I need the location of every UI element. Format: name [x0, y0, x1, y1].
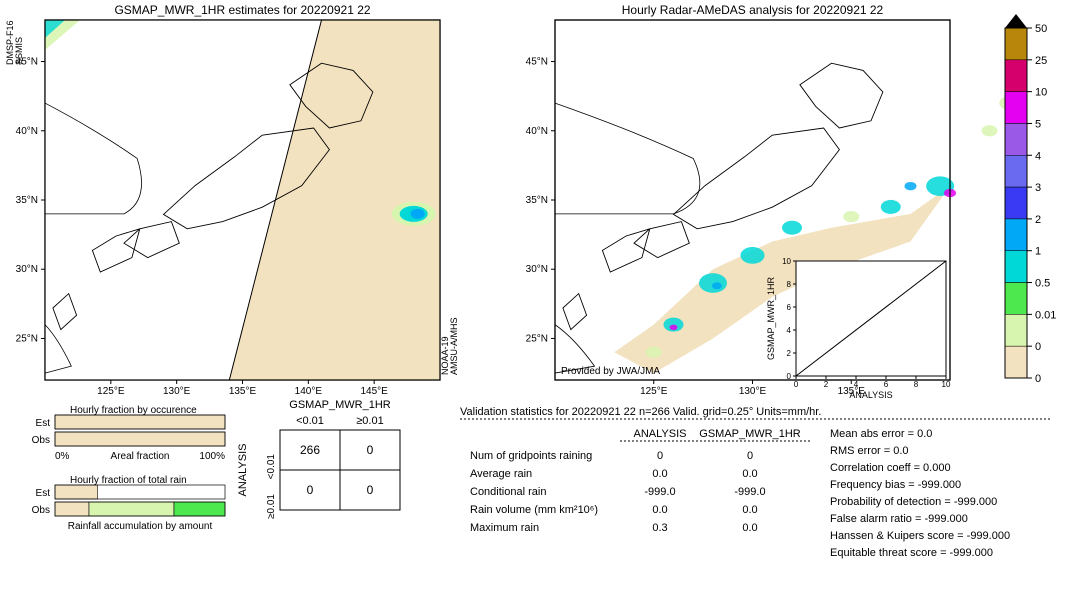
lon-tick: 140°E: [295, 386, 323, 397]
stats-value: 0.0: [742, 504, 757, 516]
stats-row-label: Conditional rain: [470, 486, 546, 498]
contingency-row-label: <0.01: [266, 454, 277, 480]
map-title: Hourly Radar-AMeDAS analysis for 2022092…: [622, 3, 884, 17]
lat-tick: 30°N: [526, 264, 548, 275]
scatter-ylabel: GSMAP_MWR_1HR: [766, 276, 776, 360]
contingency-value: 0: [367, 483, 374, 497]
colorbar-tick: 0.01: [1035, 309, 1056, 321]
stats-metric: False alarm ratio = -999.000: [830, 513, 968, 525]
totalrain-title: Hourly fraction of total rain: [70, 475, 187, 486]
lon-tick: 125°E: [640, 386, 668, 397]
lat-tick: 45°N: [16, 57, 38, 68]
lat-tick: 35°N: [16, 195, 38, 206]
stats-row-label: Average rain: [470, 468, 532, 480]
stats-value: -999.0: [734, 486, 765, 498]
lon-tick: 135°E: [838, 386, 866, 397]
lon-tick: 130°E: [739, 386, 767, 397]
occurrence-bar: [55, 432, 225, 446]
colorbar-tick: 0: [1035, 341, 1041, 353]
lat-tick: 40°N: [16, 126, 38, 137]
lon-tick: 130°E: [163, 386, 191, 397]
svg-text:8: 8: [787, 280, 792, 289]
contingency-row-title: ANALYSIS: [237, 444, 249, 497]
satellite-label: AMSU-A/MHS: [449, 317, 459, 375]
axis-tick: 100%: [199, 451, 225, 462]
stats-value: 0.0: [652, 504, 667, 516]
contingency-value: 0: [307, 483, 314, 497]
bar-row-label: Est: [36, 418, 51, 429]
stats-value: 0.0: [742, 522, 757, 534]
stats-row-label: Num of gridpoints raining: [470, 450, 592, 462]
stats-metric: Hanssen & Kuipers score = -999.000: [830, 530, 1010, 542]
lat-tick: 25°N: [526, 333, 548, 344]
totalrain-bar-seg: [55, 485, 98, 499]
svg-text:10: 10: [782, 257, 791, 266]
colorbar-tick: 3: [1035, 182, 1041, 194]
svg-text:6: 6: [787, 303, 792, 312]
colorbar-tick: 4: [1035, 150, 1041, 162]
occurrence-bar: [55, 415, 225, 429]
totalrain-footer: Rainfall accumulation by amount: [68, 521, 213, 532]
colorbar-tick: 1: [1035, 246, 1041, 258]
lat-tick: 45°N: [526, 57, 548, 68]
lat-tick: 40°N: [526, 126, 548, 137]
stats-row-label: Rain volume (mm km²10⁶): [470, 504, 598, 516]
colorbar-tick: 2: [1035, 214, 1041, 226]
stats-value: 0.0: [652, 468, 667, 480]
stats-col: ANALYSIS: [634, 428, 687, 440]
totalrain-bar-seg: [89, 502, 174, 516]
bar-row-label: Obs: [32, 435, 50, 446]
attribution: Provided by JWA/JMA: [561, 366, 660, 377]
totalrain-bar-seg: [174, 502, 225, 516]
bar-row-label: Obs: [32, 505, 50, 516]
svg-text:4: 4: [787, 326, 792, 335]
axis-label: Areal fraction: [111, 451, 170, 462]
stats-header: Validation statistics for 20220921 22 n=…: [460, 406, 821, 418]
svg-text:2: 2: [787, 349, 792, 358]
svg-text:0: 0: [1035, 373, 1041, 385]
svg-text:6: 6: [884, 380, 889, 389]
colorbar: 50 25 10 5 4 3 2 1 0.5 0.01 0 0: [1005, 14, 1056, 385]
colorbar-tick: 10: [1035, 87, 1047, 99]
stats-metric: Probability of detection = -999.000: [830, 496, 997, 508]
colorbar-tick: 50: [1035, 23, 1047, 35]
stats-value: 0: [747, 450, 753, 462]
lat-tick: 35°N: [526, 195, 548, 206]
lat-tick: 30°N: [16, 264, 38, 275]
figure-canvas: GSMAP_MWR_1HR estimates for 20220921 22D…: [0, 0, 1080, 612]
contingency-col-label: ≥0.01: [356, 415, 383, 427]
stats-metric: Equitable threat score = -999.000: [830, 547, 993, 559]
bar-row-label: Est: [36, 488, 51, 499]
stats-row-label: Maximum rain: [470, 522, 539, 534]
occurrence-title: Hourly fraction by occurence: [70, 405, 197, 416]
contingency-col-label: <0.01: [296, 415, 324, 427]
stats-metric: RMS error = 0.0: [830, 445, 909, 457]
colorbar-tick: 0.5: [1035, 278, 1050, 290]
lon-tick: 125°E: [97, 386, 125, 397]
colorbar-tick: 5: [1035, 118, 1041, 130]
totalrain-bar-seg: [55, 502, 89, 516]
stats-value: -999.0: [644, 486, 675, 498]
contingency-col-title: GSMAP_MWR_1HR: [289, 399, 391, 411]
stats-value: 0.3: [652, 522, 667, 534]
stats-value: 0: [657, 450, 663, 462]
svg-text:0: 0: [794, 380, 799, 389]
stats-metric: Mean abs error = 0.0: [830, 428, 932, 440]
colorbar-tick: 25: [1035, 55, 1047, 67]
axis-tick: 0%: [55, 451, 70, 462]
contingency-value: 0: [367, 443, 374, 457]
svg-text:2: 2: [824, 380, 829, 389]
lon-tick: 145°E: [360, 386, 388, 397]
svg-text:10: 10: [942, 380, 951, 389]
svg-text:8: 8: [914, 380, 919, 389]
stats-metric: Frequency bias = -999.000: [830, 479, 961, 491]
contingency-value: 266: [300, 443, 320, 457]
contingency-row-label: ≥0.01: [266, 494, 277, 519]
lon-tick: 135°E: [229, 386, 257, 397]
stats-col: GSMAP_MWR_1HR: [699, 428, 801, 440]
stats-value: 0.0: [742, 468, 757, 480]
stats-metric: Correlation coeff = 0.000: [830, 462, 951, 474]
lat-tick: 25°N: [16, 333, 38, 344]
map-title: GSMAP_MWR_1HR estimates for 20220921 22: [114, 3, 370, 17]
